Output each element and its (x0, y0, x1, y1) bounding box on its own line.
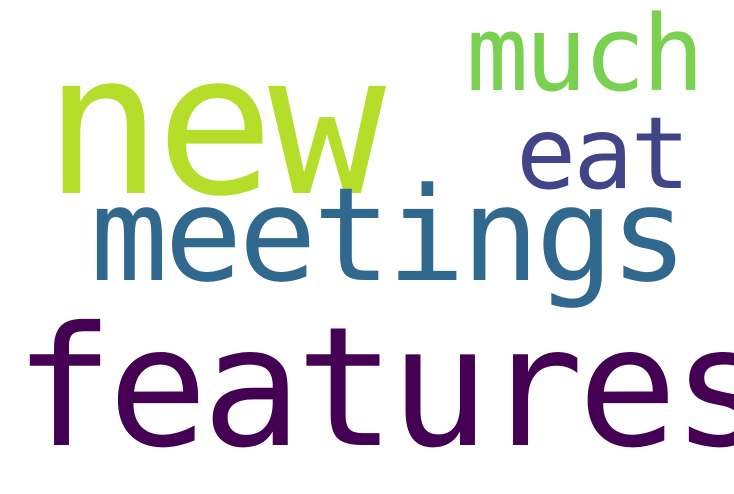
word-much: much (466, 0, 704, 115)
word-meetings: meetings (90, 159, 688, 311)
word-new: new (44, 12, 386, 240)
word-eat: eat (516, 95, 691, 212)
word-features: features (14, 292, 734, 485)
